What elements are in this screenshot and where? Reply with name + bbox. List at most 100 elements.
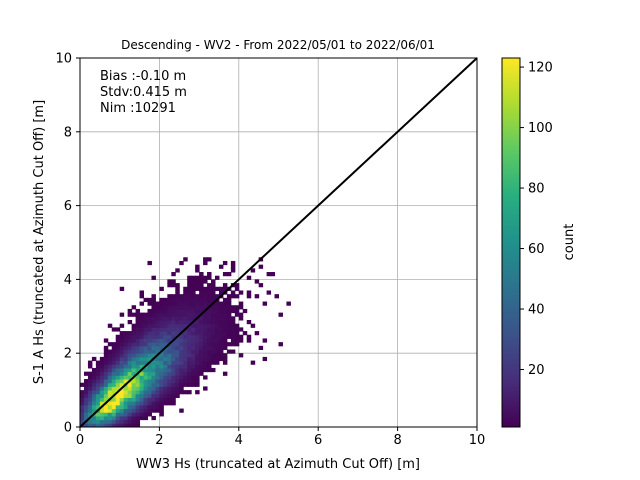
plot-frame — [79, 57, 478, 428]
heatmap-cell — [151, 367, 156, 373]
heatmap-cell — [246, 290, 252, 295]
heatmap-cell — [107, 382, 113, 387]
heatmap-cell — [95, 367, 101, 373]
heatmap-cell — [278, 342, 283, 347]
heatmap-cell — [214, 312, 220, 317]
heatmap-cell — [187, 283, 192, 288]
heatmap-cell — [207, 331, 212, 336]
heatmap-cell — [199, 301, 204, 306]
heatmap-cell — [195, 297, 200, 303]
heatmap-cell — [163, 375, 168, 380]
x-tick-label: 6 — [314, 433, 322, 448]
heatmap-cell — [183, 375, 188, 380]
heatmap-cell — [211, 283, 216, 288]
heatmap-cell — [207, 290, 212, 295]
heatmap-cell — [139, 379, 145, 384]
heatmap-cell — [99, 367, 105, 373]
heatmap-cell — [115, 386, 121, 391]
heatmap-cell — [203, 375, 208, 380]
heatmap-cell — [211, 360, 216, 365]
heatmap-cell — [222, 342, 228, 347]
heatmap-cell — [199, 286, 204, 291]
heatmap-cell — [278, 312, 283, 317]
heatmap-cell — [203, 327, 208, 332]
heatmap-cell — [203, 290, 208, 295]
heatmap-cell — [163, 390, 168, 395]
heatmap-cell — [207, 308, 212, 314]
heatmap-cell — [119, 401, 125, 406]
heatmap-cell — [139, 349, 145, 354]
heatmap-cell — [207, 334, 212, 339]
heatmap-cell — [226, 319, 232, 325]
heatmap-cell — [155, 305, 160, 310]
heatmap-cell — [127, 334, 133, 339]
heatmap-cell — [99, 397, 105, 402]
heatmap-cell — [83, 408, 89, 413]
heatmap-cell — [266, 290, 272, 295]
heatmap-cell — [207, 301, 212, 306]
heatmap-cell — [127, 408, 133, 413]
heatmap-cell — [139, 345, 145, 351]
heatmap-cell — [171, 364, 176, 369]
heatmap-cell — [218, 349, 224, 354]
heatmap-cell — [155, 316, 160, 321]
heatmap-cell — [183, 323, 188, 328]
heatmap-cell — [159, 367, 164, 373]
heatmap-cell — [171, 375, 176, 380]
heatmap-cell — [111, 364, 117, 369]
heatmap-cell — [183, 349, 188, 354]
heatmap-cell — [99, 415, 105, 421]
heatmap-cell — [155, 371, 160, 376]
heatmap-cell — [103, 371, 109, 376]
heatmap-cell — [183, 319, 188, 325]
heatmap-cell — [80, 415, 85, 421]
heatmap-cell — [115, 397, 121, 402]
heatmap-cell — [211, 290, 216, 295]
heatmap-cell — [99, 360, 105, 365]
heatmap-cell — [234, 338, 240, 343]
heatmap-cell — [222, 316, 228, 321]
heatmap-cell — [123, 390, 129, 395]
heatmap-cell — [167, 397, 172, 402]
heatmap-cell — [191, 338, 196, 343]
heatmap-cell — [175, 349, 180, 354]
heatmap-cell — [195, 371, 200, 376]
heatmap-cell — [151, 308, 156, 314]
heatmap-cell — [103, 415, 109, 421]
heatmap-cell — [147, 301, 152, 306]
heatmap-cell — [191, 297, 196, 303]
heatmap-cell — [262, 338, 268, 343]
heatmap-cell — [119, 412, 125, 417]
stdv-annotation: Stdv:0.415 m — [100, 85, 187, 100]
heatmap-cell — [207, 364, 212, 369]
heatmap-cell — [99, 379, 105, 384]
heatmap-cell — [143, 401, 148, 406]
heatmap-cell — [195, 342, 200, 347]
heatmap-cell — [266, 272, 272, 277]
heatmap-cell — [183, 353, 188, 358]
heatmap-cell — [199, 360, 204, 365]
heatmap-cell — [107, 356, 113, 362]
heatmap-cell — [139, 319, 145, 325]
heatmap-cell — [123, 401, 129, 406]
heatmap-cell — [234, 305, 240, 310]
heatmap-cell — [175, 386, 180, 391]
heatmap-cell — [123, 334, 129, 339]
heatmap-cell — [95, 382, 101, 387]
heatmap-cell — [222, 308, 228, 314]
heatmap-cell — [159, 353, 164, 358]
heatmap-cell — [147, 297, 152, 303]
heatmap-cell — [115, 412, 121, 417]
heatmap-cell — [163, 349, 168, 354]
heatmap-cell — [167, 308, 172, 314]
heatmap-cell — [119, 415, 125, 421]
heatmap-cell — [143, 404, 148, 410]
heatmap-cell — [123, 345, 129, 351]
heatmap-cell — [230, 331, 236, 336]
heatmap-cell — [119, 390, 125, 395]
heatmap-cell — [234, 308, 240, 314]
heatmap-cell — [131, 404, 137, 410]
heatmap-cell — [143, 297, 148, 303]
heatmap-cell — [191, 290, 196, 295]
heatmap-cell — [159, 397, 164, 402]
